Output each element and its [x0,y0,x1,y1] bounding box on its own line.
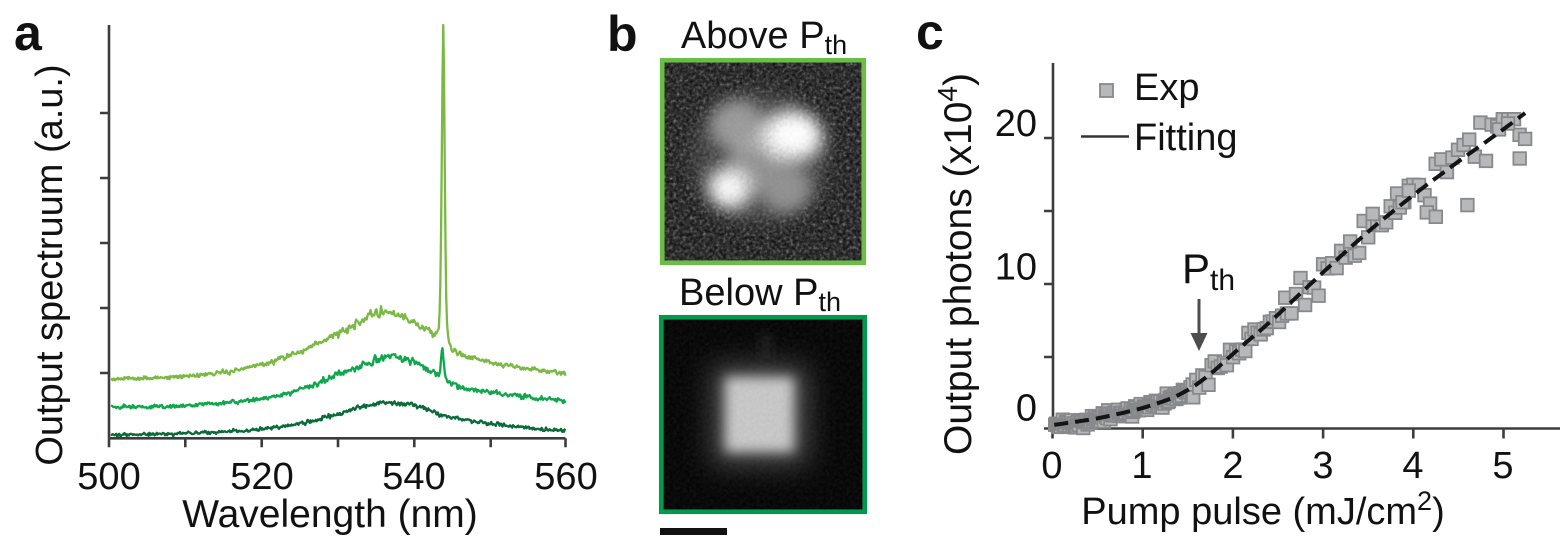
svg-text:0: 0 [1016,388,1037,430]
svg-text:Output spectruum (a.u.): Output spectruum (a.u.) [29,64,71,465]
svg-text:Pth: Pth [1182,245,1235,297]
svg-text:10: 10 [995,247,1037,289]
svg-text:c: c [916,4,944,60]
svg-text:1: 1 [1131,445,1152,487]
svg-text:3: 3 [1312,445,1333,487]
svg-text:Exp: Exp [1134,67,1199,109]
svg-text:500: 500 [77,456,140,498]
svg-text:520: 520 [230,456,293,498]
svg-text:20: 20 [995,103,1037,145]
svg-text:540: 540 [382,456,445,498]
svg-text:Output photons (x104): Output photons (x104) [932,73,980,455]
svg-text:4: 4 [1402,445,1423,487]
svg-text:b: b [607,6,638,62]
svg-text:2: 2 [1222,445,1243,487]
svg-text:Wavelength (nm): Wavelength (nm) [182,493,478,536]
svg-text:560: 560 [534,456,597,498]
svg-text:0: 0 [1041,445,1062,487]
svg-text:Fitting: Fitting [1134,117,1237,159]
svg-text:Above Pth: Above Pth [681,15,847,60]
svg-text:a: a [14,5,43,61]
svg-text:5: 5 [1492,445,1513,487]
svg-text:Below Pth: Below Pth [679,272,841,317]
svg-text:Pump pulse (mJ/cm2): Pump pulse (mJ/cm2) [1081,486,1444,533]
